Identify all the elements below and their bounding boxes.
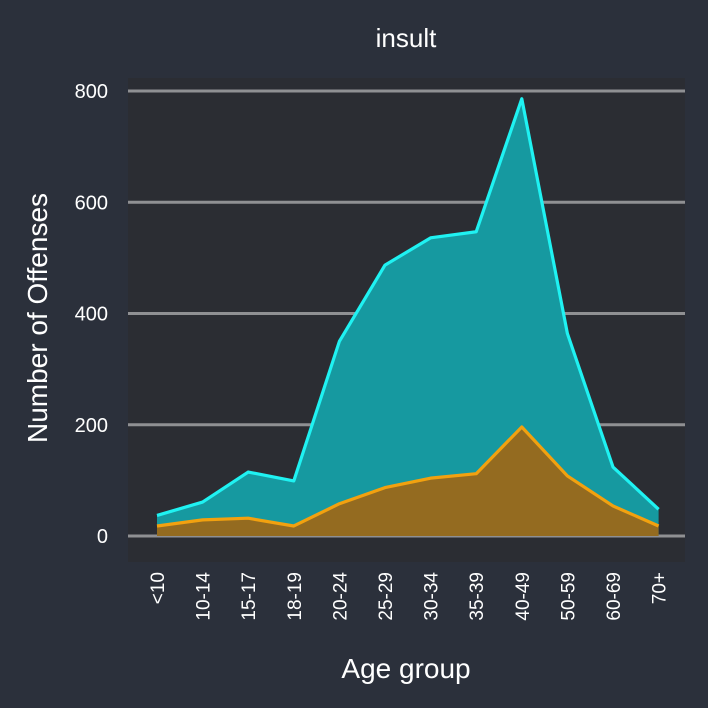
area-layer <box>156 97 660 536</box>
y-tick-label: 400 <box>75 304 108 326</box>
x-tick-label: 50-59 <box>558 572 579 621</box>
x-tick-label: 70+ <box>650 572 671 604</box>
series-1-line <box>156 97 660 517</box>
y-axis-title: Number of Offenses <box>22 193 53 443</box>
x-tick-label: 15-17 <box>239 572 260 621</box>
x-tick-label: 30-34 <box>422 572 443 621</box>
x-tick-label: <10 <box>148 572 169 604</box>
x-tick-label: 60-69 <box>604 572 625 621</box>
x-tick-label: 18-19 <box>285 572 306 621</box>
chart-title: insult <box>376 23 437 53</box>
x-tick-label: 25-29 <box>376 572 397 621</box>
x-tick-label: 40-49 <box>513 572 534 621</box>
y-tick-label: 0 <box>97 526 108 548</box>
series-2-line <box>156 425 660 528</box>
y-tick-label: 200 <box>75 415 108 437</box>
series-2-area <box>157 426 659 536</box>
y-tick-label: 800 <box>75 81 108 103</box>
x-axis-title: Age group <box>341 653 470 684</box>
x-tick-label: 20-24 <box>330 572 351 621</box>
tick-layer: 0 200 400 600 800 <10 10-14 15-17 18-19 20-24 25-2… <box>75 81 671 621</box>
x-tick-label: 35-39 <box>467 572 488 621</box>
x-tick-label: 10-14 <box>194 572 215 621</box>
y-tick-label: 600 <box>75 192 108 214</box>
series-1-area <box>157 98 659 536</box>
